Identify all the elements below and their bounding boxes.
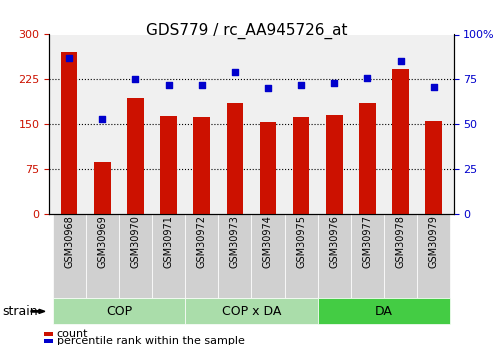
Point xyxy=(231,69,239,75)
Point xyxy=(297,82,305,88)
Bar xyxy=(227,103,243,214)
Bar xyxy=(61,52,77,214)
Point xyxy=(264,86,272,91)
Text: strain: strain xyxy=(2,305,38,318)
Bar xyxy=(326,115,343,214)
Point xyxy=(330,80,338,86)
Point xyxy=(198,82,206,88)
Bar xyxy=(293,117,310,214)
Bar xyxy=(425,121,442,214)
Text: GDS779 / rc_AA945726_at: GDS779 / rc_AA945726_at xyxy=(146,22,347,39)
Point xyxy=(396,59,404,64)
Bar xyxy=(359,103,376,214)
Bar xyxy=(193,117,210,214)
Text: count: count xyxy=(57,329,88,339)
Point xyxy=(363,75,371,80)
Bar xyxy=(127,98,144,214)
Text: COP: COP xyxy=(106,305,132,318)
Text: COP x DA: COP x DA xyxy=(222,305,281,318)
Bar xyxy=(160,116,177,214)
Point xyxy=(165,82,173,88)
Bar xyxy=(260,122,276,214)
Point xyxy=(430,84,438,89)
Point xyxy=(132,77,140,82)
Point xyxy=(99,116,106,121)
Bar xyxy=(392,69,409,214)
Text: percentile rank within the sample: percentile rank within the sample xyxy=(57,336,245,345)
Point xyxy=(65,55,73,61)
Bar xyxy=(94,162,110,214)
Text: DA: DA xyxy=(375,305,393,318)
